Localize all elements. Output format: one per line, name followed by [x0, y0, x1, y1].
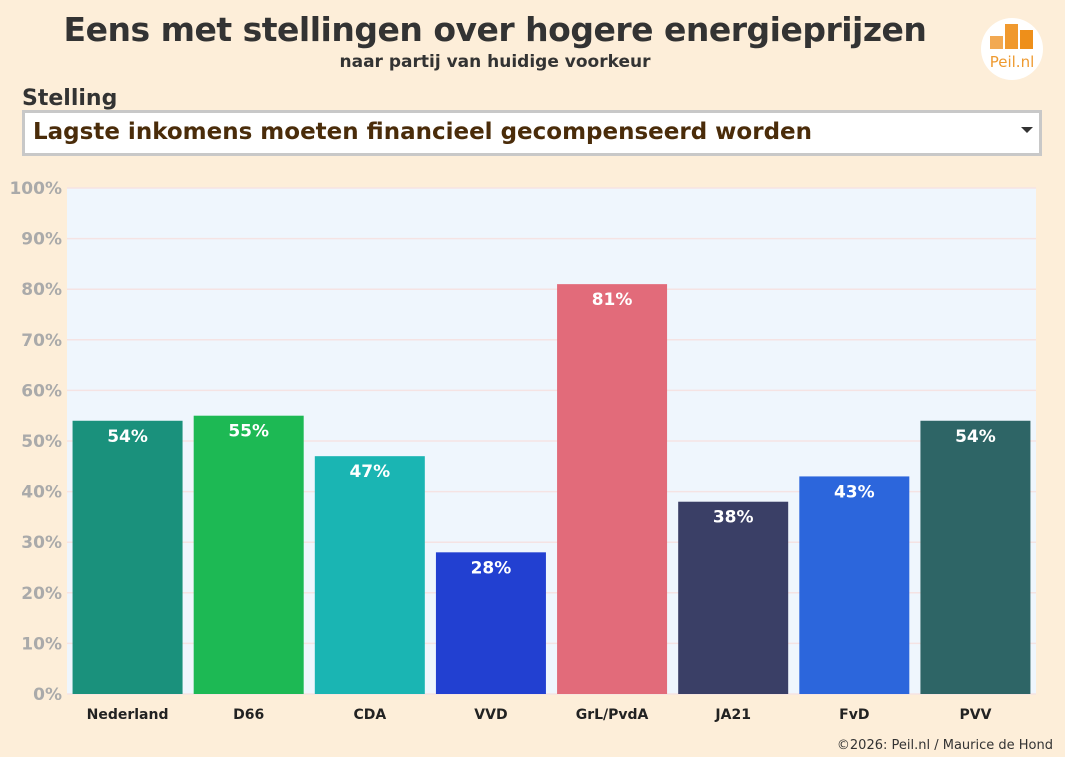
data-label: 54%	[955, 427, 996, 447]
data-label: 47%	[349, 462, 390, 482]
x-tick-label: GrL/PvdA	[576, 707, 649, 723]
y-tick-label: 90%	[21, 230, 62, 250]
chart-title: Eens met stellingen over hogere energiep…	[63, 10, 927, 49]
data-label: 55%	[228, 422, 269, 442]
data-label: 54%	[107, 427, 148, 447]
data-label: 43%	[834, 482, 875, 502]
data-label: 28%	[471, 558, 512, 578]
y-tick-label: 70%	[21, 331, 62, 351]
x-tick-label: Nederland	[87, 707, 169, 723]
x-tick-label: FvD	[839, 707, 869, 723]
bar-chart: 0% 10% 20% 30% 40% 50% 60% 70% 80% 90% 100% 54% Nede…	[9, 179, 1036, 723]
y-tick-label: 80%	[21, 280, 62, 300]
dropdown-value: Lagste inkomens moeten financieel gecomp…	[33, 119, 813, 145]
chevron-down-icon[interactable]	[1021, 127, 1033, 133]
chart-subtitle: naar partij van huidige voorkeur	[339, 52, 651, 72]
bar-JA21[interactable]	[678, 501, 789, 694]
y-tick-label: 40%	[21, 483, 62, 503]
selector-label: Stelling	[22, 86, 118, 110]
data-label: 81%	[592, 290, 633, 310]
x-tick-label: CDA	[353, 707, 386, 723]
copyright: ©2026: Peil.nl / Maurice de Hond	[836, 738, 1053, 753]
y-tick-label: 100%	[9, 179, 62, 199]
x-tick-label: JA21	[714, 707, 751, 723]
svg-text:Peil.nl: Peil.nl	[990, 53, 1035, 71]
x-tick-label: D66	[233, 707, 264, 723]
bar-D66[interactable]	[193, 415, 304, 694]
bar-PVV[interactable]	[920, 420, 1031, 694]
y-tick-label: 0%	[33, 685, 62, 705]
bar-GrL/PvdA[interactable]	[557, 284, 668, 694]
y-tick-label: 30%	[21, 533, 62, 553]
peil-logo: Peil.nl	[981, 18, 1043, 80]
y-tick-label: 50%	[21, 432, 62, 452]
bar-VVD[interactable]	[435, 552, 546, 694]
y-tick-label: 20%	[21, 584, 62, 604]
x-tick-label: PVV	[959, 707, 991, 723]
stelling-dropdown[interactable]: Lagste inkomens moeten financieel gecomp…	[22, 110, 1042, 156]
bar-CDA[interactable]	[314, 456, 425, 694]
data-label: 38%	[713, 508, 754, 528]
x-tick-label: VVD	[474, 707, 507, 723]
y-tick-label: 10%	[21, 634, 62, 654]
y-tick-label: 60%	[21, 381, 62, 401]
bar-FvD[interactable]	[799, 476, 910, 694]
bar-Nederland[interactable]	[72, 420, 183, 694]
